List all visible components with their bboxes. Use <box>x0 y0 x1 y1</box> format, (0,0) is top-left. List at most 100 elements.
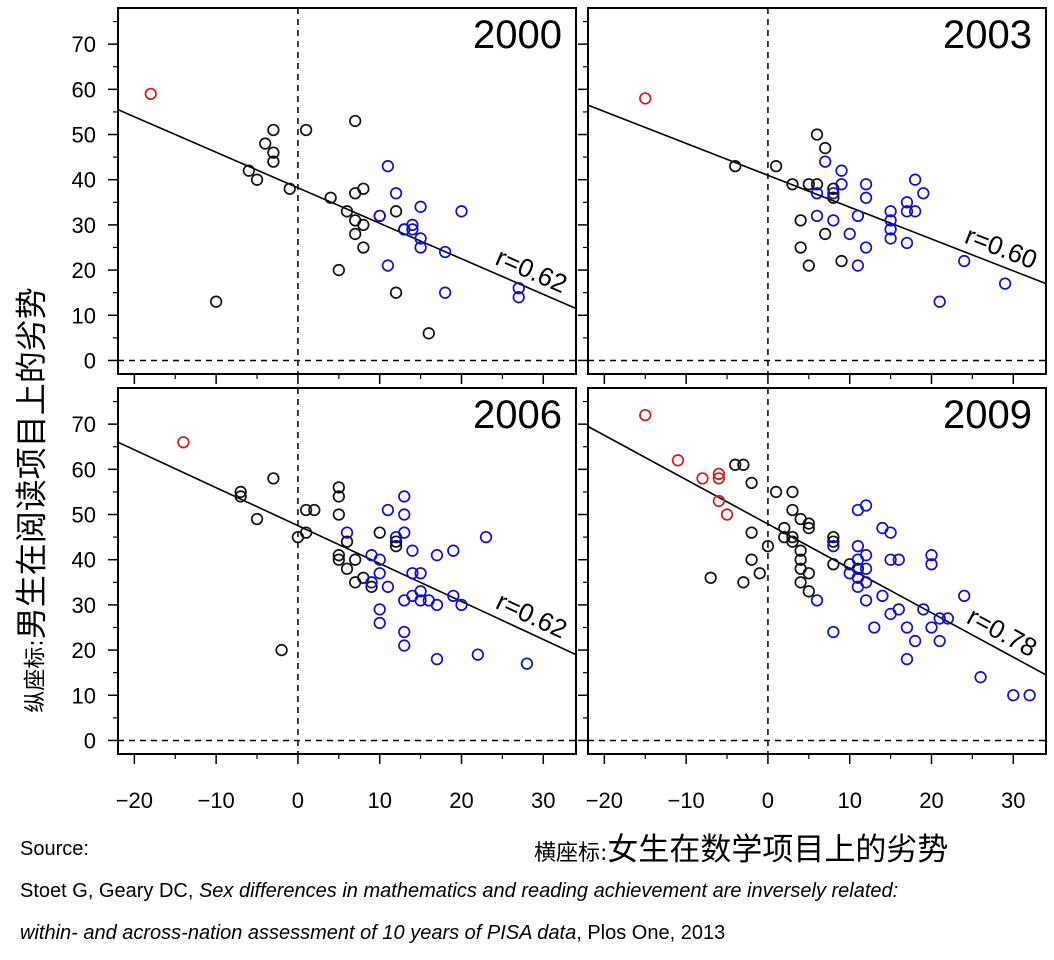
data-point-blue <box>998 277 1012 290</box>
panel-2009: 2009 r=0.78 −20 −10 0 10 20 30 <box>578 387 1047 813</box>
plot-area <box>588 8 1046 374</box>
data-point-black <box>389 535 403 548</box>
data-point-black <box>794 214 807 227</box>
regression-line <box>118 441 576 656</box>
data-point-blue <box>868 621 881 634</box>
data-point-black <box>769 485 783 499</box>
data-point-black <box>357 182 370 195</box>
data-point-blue <box>438 286 452 299</box>
y-tick-label: 30 <box>72 213 96 238</box>
data-point-black <box>389 205 403 218</box>
data-point-black <box>308 503 321 517</box>
data-point-blue <box>398 526 411 539</box>
data-point-blue <box>892 603 905 616</box>
citation-title-part2: within- and across-nation assessment of … <box>20 922 577 944</box>
data-point-black <box>389 286 403 299</box>
data-point-blue <box>455 598 468 612</box>
data-point-black <box>786 530 799 544</box>
data-point-blue <box>406 567 419 580</box>
citation-line-1: Stoet G, Geary DC, Sex differences in ma… <box>20 880 1040 903</box>
data-point-black <box>802 567 815 580</box>
data-point-black <box>761 539 775 553</box>
data-point-blue <box>835 164 848 177</box>
panel-year-label: 2006 <box>473 393 562 437</box>
x-tick-label: −10 <box>667 788 704 813</box>
data-point-black <box>259 137 272 150</box>
correlation-label: r=0.62 <box>492 586 572 645</box>
data-point-black <box>422 327 435 340</box>
data-point-black <box>332 553 345 566</box>
data-point-blue <box>373 603 386 616</box>
data-point-blue <box>406 223 419 236</box>
data-point-red <box>671 454 685 467</box>
data-point-blue <box>373 567 386 580</box>
data-point-black <box>786 535 799 548</box>
plot-area <box>118 388 576 754</box>
data-point-red <box>639 408 652 422</box>
data-point-blue <box>835 178 848 191</box>
data-point-blue <box>884 214 897 227</box>
y-tick-label: 70 <box>72 412 96 437</box>
y-tick-label: 60 <box>72 77 96 102</box>
y-tick-label: 50 <box>72 123 96 148</box>
data-point-blue <box>859 576 873 589</box>
data-point-blue <box>373 553 386 566</box>
y-axis-title-prefix: 纵座标: <box>24 639 49 713</box>
data-point-black <box>729 458 742 471</box>
data-point-blue <box>438 245 452 259</box>
data-point-blue <box>851 209 865 223</box>
data-point-black <box>357 218 370 232</box>
x-tick-label: −10 <box>197 788 234 813</box>
data-point-blue <box>414 585 427 598</box>
data-point-blue <box>512 281 525 295</box>
data-point-blue <box>373 616 386 630</box>
y-tick-label: 60 <box>72 457 96 482</box>
correlation-label: r=0.62 <box>491 242 571 299</box>
data-point-blue <box>414 232 427 245</box>
data-point-black <box>786 485 799 499</box>
data-point-black <box>332 508 345 521</box>
data-point-black <box>745 476 758 490</box>
y-tick-label: 10 <box>72 683 96 708</box>
data-point-blue <box>430 652 444 666</box>
data-point-blue <box>810 594 824 607</box>
data-point-red <box>712 494 726 508</box>
data-point-black <box>332 490 345 503</box>
data-point-blue <box>900 236 914 250</box>
data-point-blue <box>430 598 444 612</box>
regression-line <box>588 104 1046 285</box>
data-point-black <box>745 553 758 566</box>
data-point-blue <box>827 625 840 639</box>
data-point-blue <box>925 558 938 571</box>
data-point-blue <box>1023 689 1036 702</box>
y-tick-label: 70 <box>72 32 96 57</box>
data-point-blue <box>414 200 427 213</box>
data-point-blue <box>917 603 930 616</box>
regression-line <box>588 425 1046 676</box>
data-point-black <box>819 141 832 155</box>
x-tick-label: −20 <box>586 788 623 813</box>
regression-line <box>118 108 576 310</box>
panel-frame <box>587 387 1047 755</box>
data-point-blue <box>406 544 419 557</box>
data-point-black <box>737 576 750 589</box>
data-point-black <box>234 490 247 503</box>
data-point-red <box>712 467 726 481</box>
x-axis-title-prefix: 横座标: <box>534 841 608 866</box>
data-point-black <box>299 123 313 137</box>
panel-year-label: 2003 <box>943 13 1032 57</box>
data-point-blue <box>900 205 914 218</box>
data-point-blue <box>479 530 493 544</box>
x-tick-label: 30 <box>1001 788 1025 813</box>
data-point-blue <box>381 159 395 173</box>
data-point-black <box>299 526 313 539</box>
data-point-blue <box>447 589 460 603</box>
data-point-blue <box>933 295 946 308</box>
data-point-black <box>389 539 403 553</box>
data-point-blue <box>900 196 914 209</box>
y-tick-label: 30 <box>72 593 96 618</box>
data-point-blue <box>941 612 955 625</box>
x-tick-label: 10 <box>367 788 391 813</box>
